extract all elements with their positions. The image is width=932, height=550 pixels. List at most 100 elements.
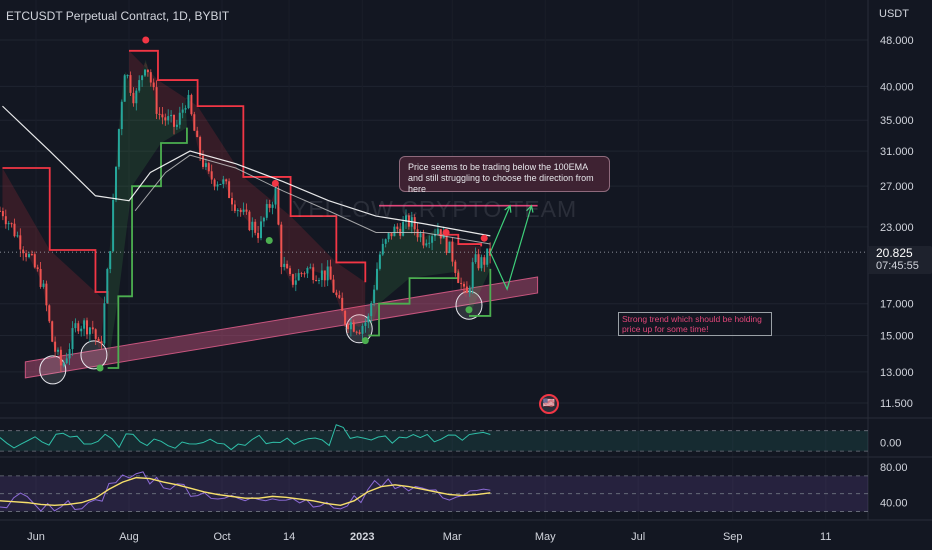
candle-body <box>341 297 344 311</box>
candle-body <box>204 163 207 167</box>
candle-body <box>309 267 312 269</box>
ema-100-line <box>2 105 491 237</box>
candle-body <box>54 341 57 352</box>
candle-body <box>106 269 109 304</box>
candle-body <box>77 323 80 332</box>
x-tick-label: Sep <box>723 531 743 543</box>
candle-body <box>100 341 103 344</box>
candle-body <box>318 280 320 282</box>
candle-body <box>62 363 65 366</box>
candle-body <box>71 328 74 350</box>
candle-body <box>277 188 280 225</box>
x-tick-label: 14 <box>283 531 295 543</box>
x-tick-label: Mar <box>443 531 462 543</box>
candle-body <box>364 322 367 326</box>
candle-body <box>25 253 28 258</box>
candle-body <box>57 349 59 352</box>
y-tick-label: 35.000 <box>880 115 914 127</box>
candle-body <box>260 221 262 239</box>
candle-body <box>196 130 199 138</box>
candle-body <box>416 229 419 238</box>
time-axis[interactable]: Jun Aug Oct 14 2023 Mar May Jul Sep 11 <box>27 531 831 543</box>
ema-layer <box>2 105 491 245</box>
projection-arrowhead <box>526 204 534 213</box>
supertrend-fill <box>129 50 366 328</box>
flag-icon[interactable]: 🇺🇸 <box>539 394 559 414</box>
candle-body <box>68 349 71 359</box>
candle-body <box>306 268 309 274</box>
candle-body <box>10 223 13 225</box>
candle-body <box>457 273 460 283</box>
candle-body <box>262 217 265 222</box>
drawing-layer <box>0 204 868 291</box>
last-price: 20.825 <box>876 246 913 260</box>
y-tick-label: 48.000 <box>880 35 914 47</box>
supertrend-line <box>438 233 483 247</box>
candle-body <box>132 92 135 104</box>
y-tick-label: 17.000 <box>880 299 914 311</box>
candle-body <box>187 94 190 109</box>
sell-signal-dot <box>442 228 450 236</box>
candle-body <box>448 241 451 253</box>
candle-body <box>367 316 370 323</box>
candle-body <box>158 113 161 115</box>
rsi-line <box>0 471 491 512</box>
sell-signal-dot <box>271 179 279 187</box>
candle-body <box>74 323 77 329</box>
candle-body <box>393 226 396 237</box>
candle-body <box>65 358 68 364</box>
candle-body <box>161 114 164 118</box>
candle-body <box>323 270 326 281</box>
candle-body <box>358 332 361 334</box>
projection-arrowhead <box>504 204 512 213</box>
candle-body <box>326 266 329 281</box>
symbol-title[interactable]: ETCUSDT Perpetual Contract, 1D, BYBIT <box>6 9 230 23</box>
candle-body <box>483 257 486 265</box>
candle-body <box>465 286 468 293</box>
candle-body <box>173 114 175 127</box>
candle-body <box>349 322 352 330</box>
candle-body <box>117 129 120 167</box>
candle-body <box>405 215 407 222</box>
rsi-smoothed-line <box>0 476 491 507</box>
candle-body <box>274 188 277 205</box>
candle-body <box>48 305 51 322</box>
y-tick-label: 40.000 <box>880 81 914 93</box>
candle-body <box>312 267 315 281</box>
y-tick-label: 27.000 <box>880 181 914 193</box>
candle-body <box>239 209 242 212</box>
osc-line <box>0 424 491 451</box>
ema-slow-line <box>134 154 491 245</box>
highlight-circle <box>39 355 67 385</box>
supertrend-line <box>129 49 367 283</box>
note-trend-comment[interactable]: Strong trend which should be holding pri… <box>618 312 772 336</box>
candle-body <box>45 283 48 306</box>
candle-body <box>30 254 33 256</box>
candle-body <box>286 263 289 269</box>
candle-body <box>265 204 268 218</box>
candle-body <box>245 209 248 212</box>
candle-body <box>193 114 196 131</box>
candle-body <box>428 242 431 244</box>
candle-body <box>347 324 349 330</box>
candle-body <box>387 233 390 240</box>
watermark: YELLOW CRYPTO TEAM <box>292 196 578 222</box>
candle-body <box>454 261 457 274</box>
candle-body <box>338 295 341 298</box>
candle-body <box>332 279 335 293</box>
candle-body <box>167 116 170 121</box>
candle-body <box>97 338 100 342</box>
candle-body <box>228 181 231 198</box>
candle-body <box>155 87 158 114</box>
highlight-circles <box>39 290 483 385</box>
candle-body <box>219 184 222 186</box>
buy-signal-dot <box>465 306 473 314</box>
candle-body <box>436 229 439 235</box>
note-ema-comment[interactable]: Price seems to be trading below the 100E… <box>399 156 610 194</box>
highlight-circle <box>80 340 108 370</box>
candle-body <box>268 204 271 208</box>
candle-body <box>390 233 393 237</box>
price-axis[interactable]: 48.000 40.000 35.000 31.000 27.000 23.000 17.0… <box>880 35 914 510</box>
sell-signal-dot <box>142 36 150 44</box>
